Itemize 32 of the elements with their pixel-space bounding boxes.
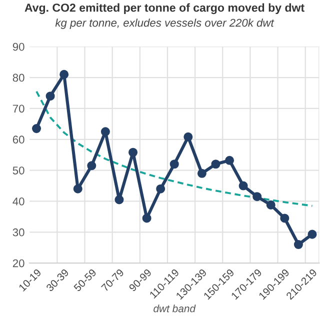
y-tick-label: 90 (12, 42, 24, 51)
y-tick-label: 80 (12, 74, 24, 82)
point (308, 230, 317, 239)
point (170, 160, 179, 169)
point (60, 70, 69, 79)
point (197, 168, 206, 178)
point (32, 124, 42, 134)
point (142, 214, 152, 223)
point (128, 148, 138, 157)
point (225, 156, 234, 165)
y-tick-label: 20 (12, 259, 24, 268)
point (73, 184, 82, 194)
point (46, 92, 55, 101)
y-tick-label: 60 (12, 136, 24, 144)
point (280, 214, 290, 223)
chart-title: Avg. CO2 emitted per tonne of cargo moved by dwt (24, 3, 304, 14)
x-axis-title: dwt band (154, 304, 196, 312)
y-tick-label: 50 (12, 166, 24, 174)
point (294, 240, 303, 250)
point (100, 127, 110, 136)
point (184, 132, 193, 142)
y-tick-label: 70 (12, 104, 24, 113)
y-tick-label: 40 (12, 197, 24, 206)
chart-subtitle: kg per tonne, exludes vessels over 220k dwt (55, 18, 274, 29)
point (252, 192, 262, 202)
point (266, 200, 276, 210)
point (211, 160, 220, 169)
point (114, 195, 124, 204)
point (156, 184, 166, 194)
y-tick-label: 30 (12, 228, 24, 236)
point (87, 161, 96, 170)
point (238, 181, 248, 190)
